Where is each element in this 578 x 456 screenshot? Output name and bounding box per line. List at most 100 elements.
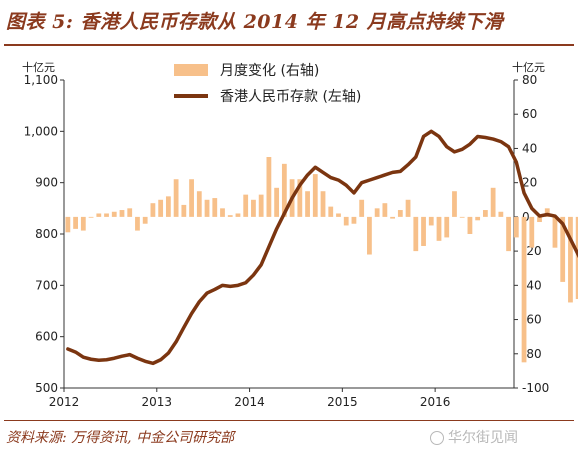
monthly-change-bar: [150, 203, 156, 217]
monthly-change-bar: [165, 196, 171, 217]
left-axis-unit: 十亿元: [22, 60, 55, 74]
monthly-change-bar: [266, 157, 272, 217]
monthly-change-bar: [235, 213, 241, 217]
monthly-change-bar: [482, 210, 488, 217]
watermark-text: 华尔街见闻: [448, 430, 518, 446]
right-tick-label: 20: [522, 176, 537, 190]
monthly-change-bar: [135, 216, 140, 231]
left-tick-label: 700: [35, 278, 58, 292]
right-tick-label: -80: [522, 347, 542, 361]
monthly-change-bar: [444, 216, 450, 238]
monthly-change-bar: [127, 208, 133, 217]
monthly-change-bar: [568, 216, 573, 303]
monthly-change-bar: [305, 191, 310, 217]
left-tick-label: 1,100: [24, 73, 58, 87]
monthly-change-bar: [413, 216, 419, 252]
monthly-change-bar: [506, 216, 511, 252]
monthly-change-bar: [251, 199, 256, 217]
right-tick-label: -40: [522, 278, 542, 292]
monthly-change-bar: [336, 213, 341, 217]
monthly-change-bar: [552, 216, 558, 248]
deposits-line: [66, 129, 578, 366]
x-tick-label: 2013: [142, 395, 173, 409]
monthly-change-bar: [490, 187, 496, 217]
monthly-change-bar: [142, 216, 148, 224]
monthly-change-bar: [181, 204, 187, 217]
right-tick-label: 80: [522, 73, 537, 87]
monthly-change-bar: [328, 206, 334, 217]
monthly-change-bar: [96, 213, 102, 217]
monthly-change-bar: [281, 163, 287, 217]
right-tick-label: -100: [522, 381, 549, 395]
left-tick-label: 900: [35, 176, 58, 190]
monthly-change-bar: [343, 216, 349, 226]
monthly-change-bar: [243, 194, 249, 217]
monthly-change-bar: [405, 199, 411, 217]
monthly-change-bar: [258, 194, 264, 217]
right-tick-label: -20: [522, 244, 542, 258]
monthly-change-bar: [452, 191, 457, 217]
monthly-change-bar: [312, 174, 318, 217]
line-series-group: [66, 129, 578, 366]
monthly-change-bar: [73, 216, 78, 229]
monthly-change-bar: [537, 216, 542, 223]
monthly-change-bar: [513, 216, 519, 238]
monthly-change-bar: [274, 187, 280, 217]
x-tick-label: 2012: [49, 395, 80, 409]
watermark-icon: [430, 431, 444, 445]
monthly-change-bar: [227, 215, 233, 217]
monthly-change-bar: [467, 216, 473, 234]
monthly-change-bar: [459, 216, 465, 218]
right-tick-label: -60: [522, 313, 542, 327]
monthly-change-bar: [521, 216, 527, 363]
monthly-change-bar: [367, 216, 372, 255]
right-axis-unit: 十亿元: [512, 60, 545, 74]
monthly-change-bar: [111, 211, 117, 217]
source-note: 资料来源: 万得资讯, 中金公司研究部: [6, 430, 235, 446]
monthly-change-bar: [436, 216, 442, 241]
x-tick-label: 2015: [327, 395, 358, 409]
right-tick-label: 40: [522, 141, 537, 155]
monthly-change-bar: [428, 216, 434, 226]
footer-rule: [4, 420, 574, 421]
monthly-change-bar: [560, 216, 566, 282]
right-tick-label: 60: [522, 107, 537, 121]
monthly-change-bar: [421, 216, 426, 246]
monthly-change-bar: [359, 199, 365, 217]
monthly-change-bar: [119, 210, 125, 217]
title-rule: [4, 44, 574, 46]
monthly-change-bar: [390, 216, 395, 219]
monthly-change-bar: [297, 179, 303, 217]
left-tick-label: 500: [35, 381, 58, 395]
legend-bar-swatch: [174, 64, 208, 76]
left-tick-label: 800: [35, 227, 58, 241]
watermark: 华尔街见闻: [430, 424, 518, 452]
monthly-change-bar: [475, 216, 481, 221]
bar-series-group: [65, 157, 578, 363]
left-tick-label: 600: [35, 330, 58, 344]
monthly-change-bar: [158, 199, 164, 217]
monthly-change-bar: [104, 213, 109, 217]
legend-group: 月度变化 (右轴) 香港人民币存款 (左轴): [174, 63, 361, 105]
monthly-change-bar: [397, 210, 403, 217]
monthly-change-bar: [498, 211, 504, 217]
monthly-change-bar: [382, 203, 388, 217]
monthly-change-bar: [88, 216, 94, 218]
chart-title: 图表 5: 香港人民币存款从 2014 年 12 月高点持续下滑: [6, 11, 504, 33]
monthly-change-bar: [212, 198, 218, 217]
monthly-change-bar: [351, 216, 357, 224]
axes-group: 5006007008009001,0001,100十亿元-100-80-60-4…: [22, 60, 549, 409]
monthly-change-bar: [374, 208, 380, 217]
monthly-change-bar: [544, 208, 550, 217]
monthly-change-bar: [320, 191, 326, 217]
legend-bar-label: 月度变化 (右轴): [220, 63, 319, 79]
monthly-change-bar: [529, 216, 535, 248]
monthly-change-bar: [80, 216, 86, 231]
monthly-change-bar: [220, 208, 225, 217]
monthly-change-bar: [204, 199, 210, 217]
x-tick-label: 2014: [234, 395, 265, 409]
monthly-change-bar: [575, 216, 578, 300]
monthly-change-bar: [65, 216, 71, 233]
legend-line-label: 香港人民币存款 (左轴): [220, 89, 361, 105]
